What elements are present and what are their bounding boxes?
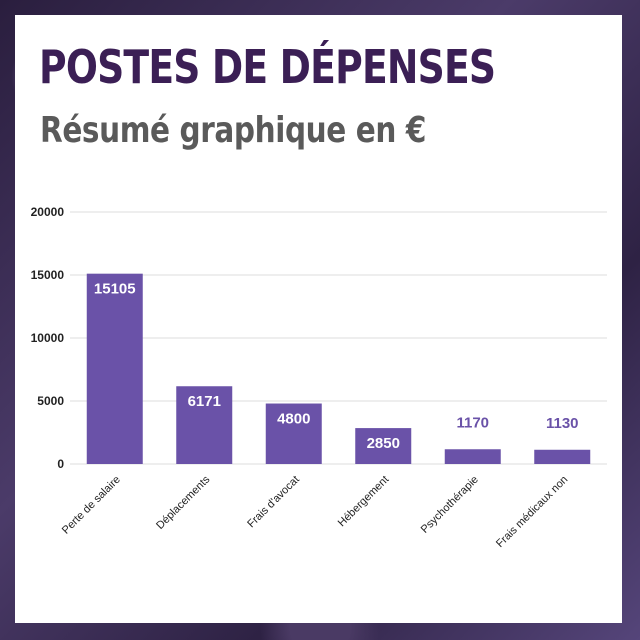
x-tick-label: Perte de salaire	[60, 474, 123, 537]
y-tick-label: 0	[57, 457, 64, 471]
data-label: 1130	[546, 415, 579, 432]
page-title: POSTES DE DÉPENSES	[39, 40, 496, 94]
bar	[176, 386, 233, 464]
x-tick-label: Frais d'avocat	[245, 474, 302, 531]
bar	[355, 428, 412, 464]
y-tick-label: 10000	[31, 331, 65, 345]
y-tick-label: 15000	[31, 268, 65, 282]
x-tick-label: Frais médicaux non	[494, 474, 570, 550]
x-tick-label: Psychothérapie	[419, 474, 481, 536]
x-tick-label: Déplacements	[154, 473, 213, 532]
data-label: 1170	[456, 414, 489, 431]
bar	[86, 273, 143, 464]
bar	[444, 449, 501, 464]
y-tick-label: 5000	[37, 394, 64, 408]
chart-card: POSTES DE DÉPENSES Résumé graphique en €…	[15, 15, 622, 623]
page-subtitle: Résumé graphique en €	[40, 110, 426, 151]
bar	[534, 449, 591, 464]
x-tick-label: Hébergement	[336, 474, 392, 530]
data-label: 6171	[188, 393, 221, 410]
data-label: 2850	[367, 435, 400, 452]
data-label: 4800	[277, 411, 310, 428]
bar	[265, 403, 322, 464]
y-tick-label: 20000	[31, 205, 65, 219]
data-label: 15105	[94, 281, 136, 298]
bar-chart: 0 5000 10000 15000 20000 15105 Perte de salair…	[31, 205, 607, 550]
